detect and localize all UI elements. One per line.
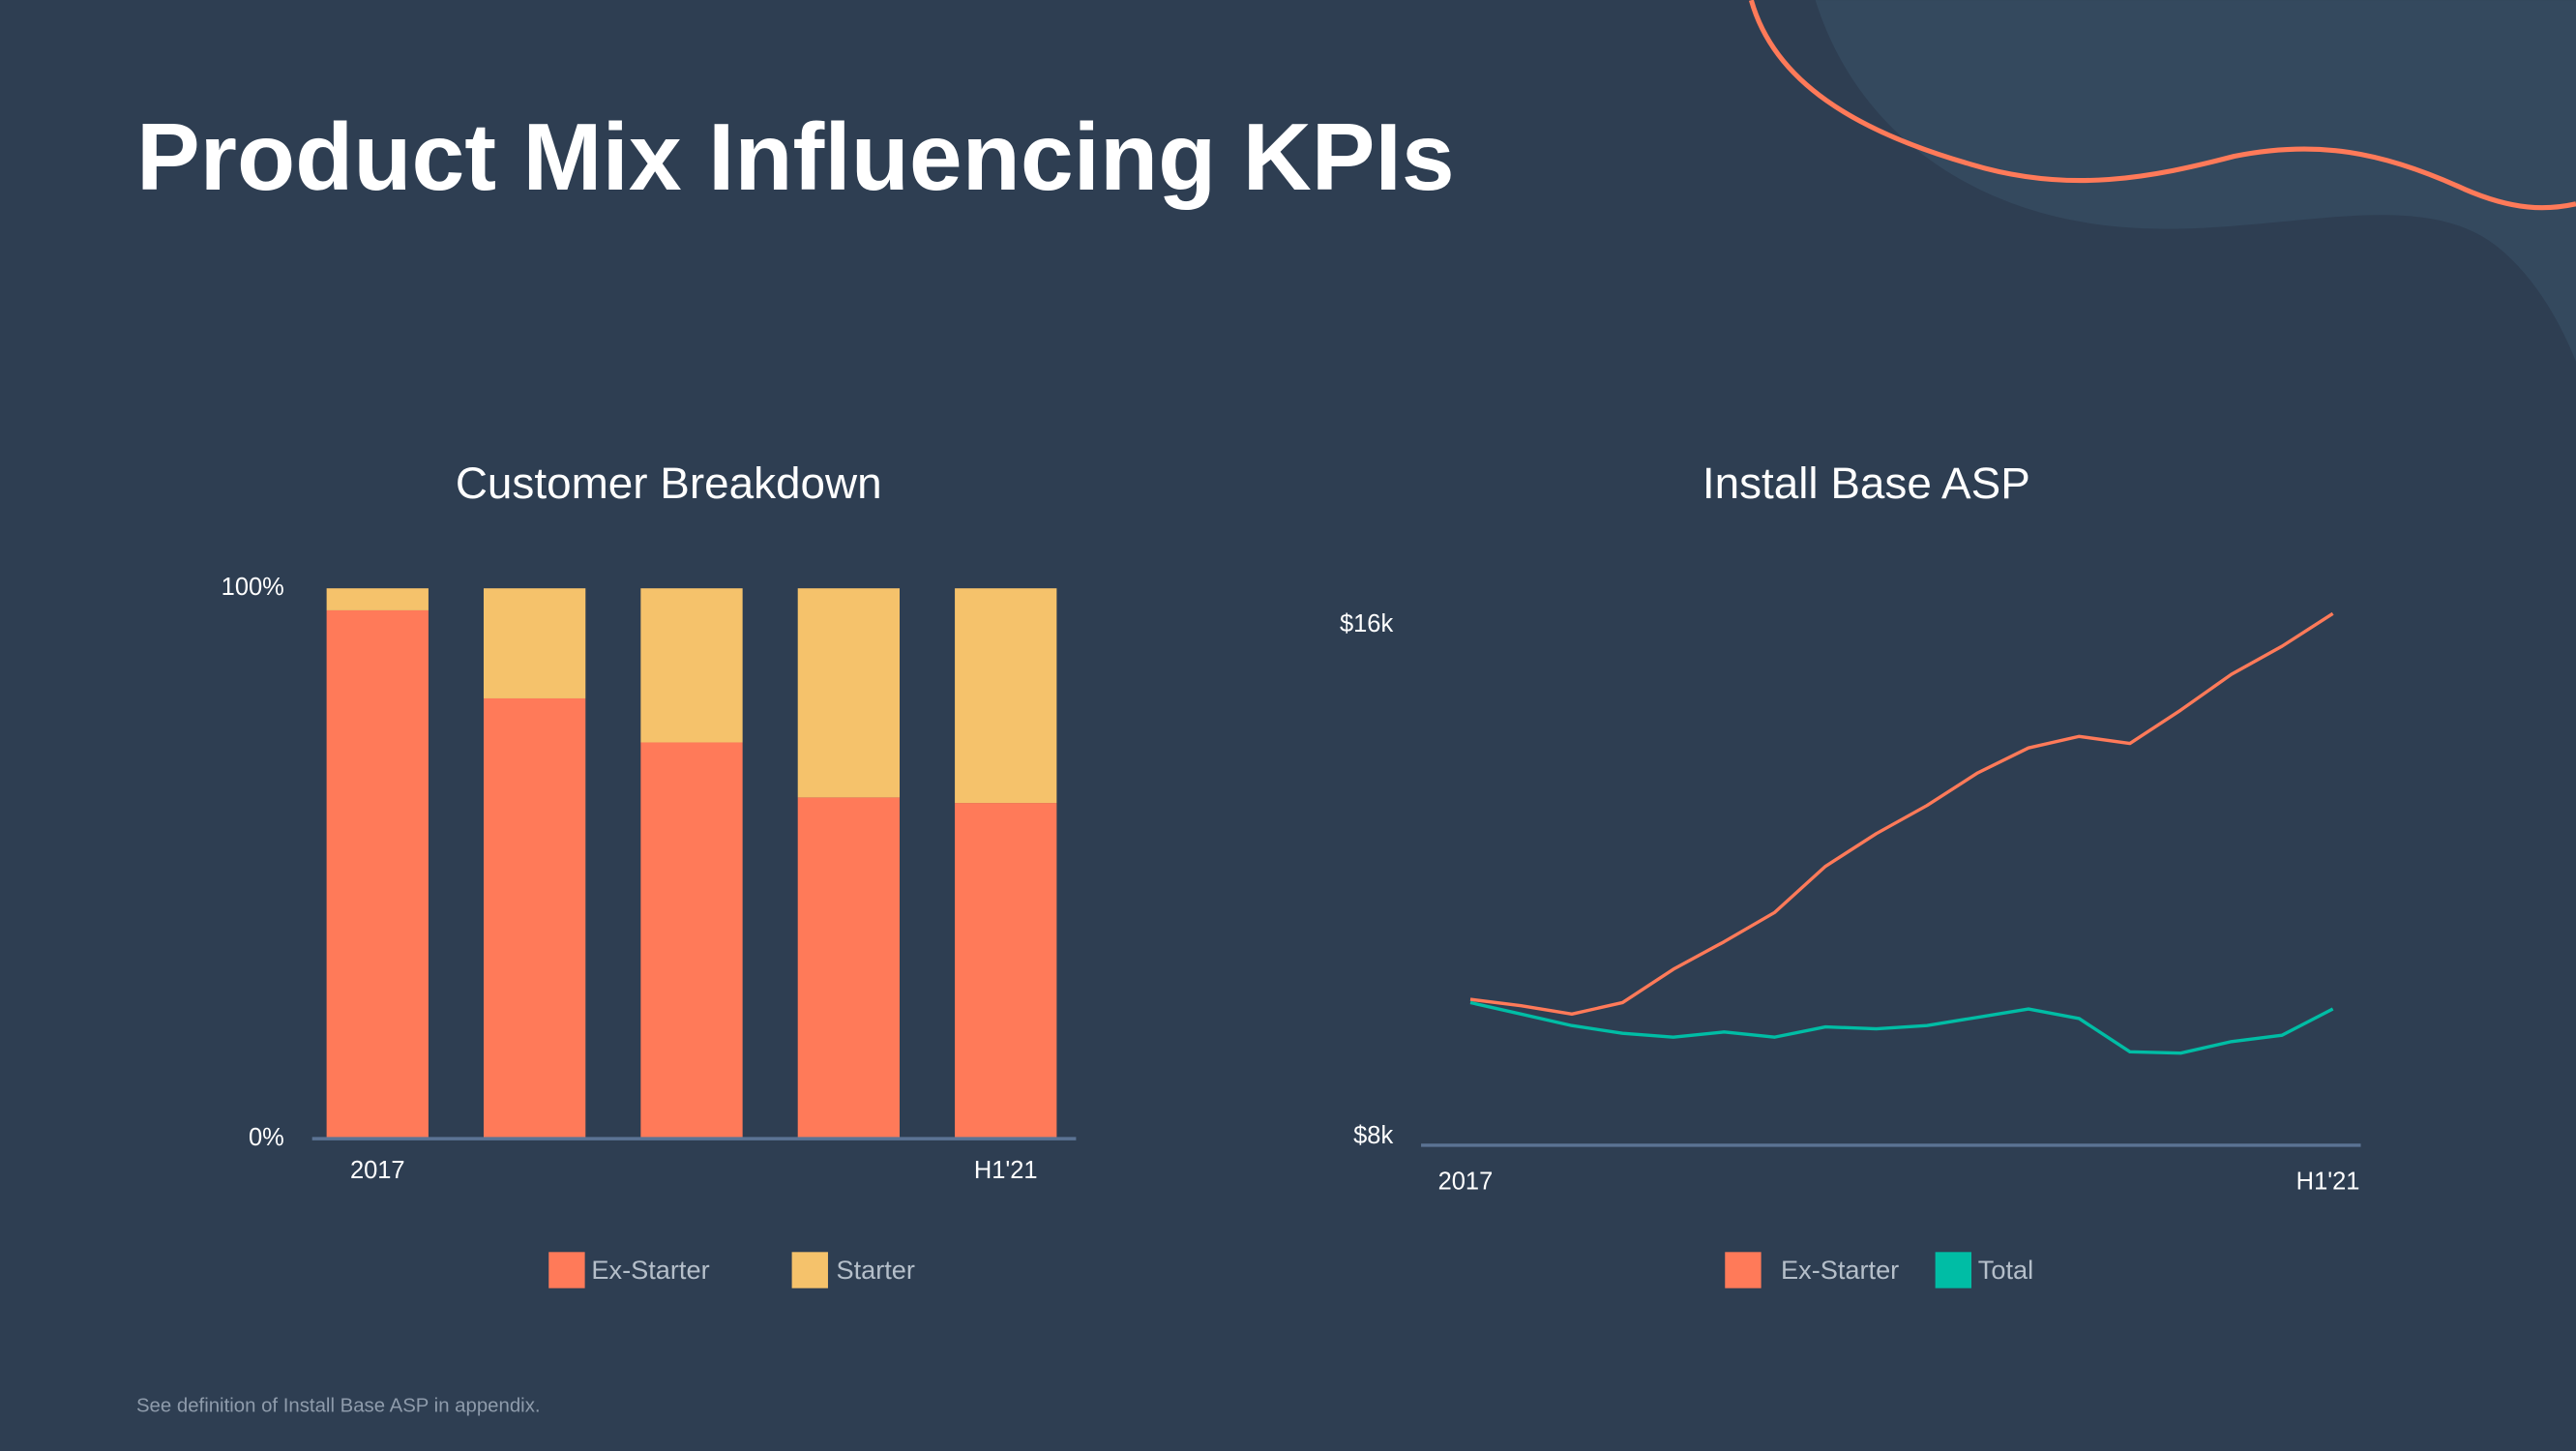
legend-label: Ex-Starter <box>1781 1255 1899 1285</box>
bar-segment <box>326 609 429 1140</box>
x-tick-label: H1'21 <box>974 1157 1038 1184</box>
bar-segment <box>797 797 901 1140</box>
legend-label: Starter <box>836 1255 915 1285</box>
legend-swatch <box>548 1252 585 1288</box>
y-tick-label: 100% <box>222 574 284 601</box>
bar-segment <box>640 588 743 743</box>
page-title: Product Mix Influencing KPIs <box>136 104 1455 210</box>
legend-swatch <box>791 1252 828 1288</box>
y-tick-label: $8k <box>1353 1122 1393 1149</box>
chart-title: Customer Breakdown <box>456 458 882 508</box>
x-tick-label: 2017 <box>350 1157 405 1184</box>
legend-swatch <box>1725 1252 1762 1288</box>
y-tick-label: $16k <box>1340 610 1393 637</box>
bar-segment <box>483 588 586 698</box>
decor-blob <box>1815 0 2576 362</box>
line-series <box>1469 1000 2334 1055</box>
chart-title: Install Base ASP <box>1703 458 2030 508</box>
x-tick-label: H1'21 <box>2296 1169 2360 1196</box>
bar-segment <box>640 742 743 1140</box>
decor-curve <box>1748 0 2576 211</box>
bar-segment <box>326 588 429 610</box>
bar-segment <box>955 803 1057 1140</box>
y-tick-label: 0% <box>249 1124 284 1151</box>
x-tick-label: 2017 <box>1438 1169 1494 1196</box>
bar-segment <box>797 588 901 798</box>
legend-swatch <box>1935 1252 1972 1288</box>
footnote: See definition of Install Base ASP in ap… <box>136 1395 541 1416</box>
bar-segment <box>483 697 586 1140</box>
legend-label: Ex-Starter <box>591 1255 709 1285</box>
bar-segment <box>955 588 1057 804</box>
legend-label: Total <box>1978 1255 2033 1285</box>
line-series <box>1469 611 2334 1017</box>
